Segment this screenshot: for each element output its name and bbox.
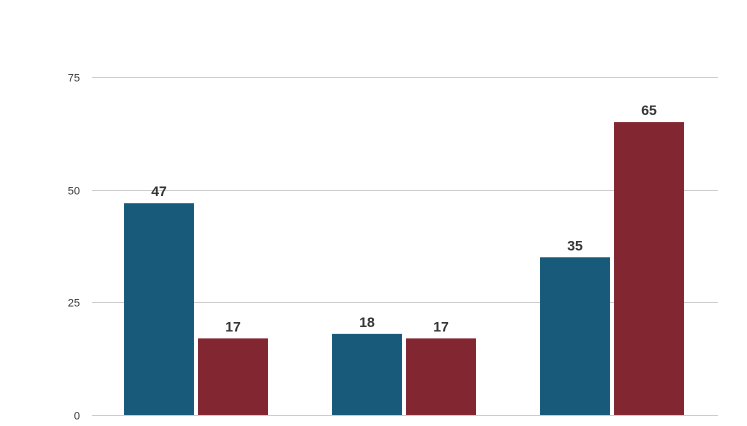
bar-series2-group1: [198, 338, 268, 415]
data-label-series1-group3: 35: [567, 237, 583, 253]
bar-series1-group1: [124, 203, 194, 415]
gridlines: [92, 77, 718, 416]
bars: [124, 122, 684, 416]
data-label-series1-group1: 47: [151, 183, 167, 199]
y-axis-ticks: 0 25 50 75: [68, 73, 80, 423]
bar-series2-group2: [406, 338, 476, 415]
bar-series2-group3: [614, 122, 684, 416]
y-tick-label-75: 75: [68, 73, 80, 85]
bar-series1-group2: [332, 333, 402, 415]
data-label-series2-group2: 17: [433, 318, 449, 334]
data-labels: 47 18 35 17 17 65: [151, 102, 657, 334]
y-tick-label-50: 50: [68, 186, 80, 198]
data-label-series1-group2: 18: [359, 314, 375, 330]
bar-series1-group3: [540, 257, 610, 415]
data-label-series2-group1: 17: [225, 318, 241, 334]
y-tick-label-25: 25: [68, 298, 80, 310]
y-tick-label-0: 0: [74, 411, 80, 423]
data-label-series2-group3: 65: [641, 102, 657, 118]
